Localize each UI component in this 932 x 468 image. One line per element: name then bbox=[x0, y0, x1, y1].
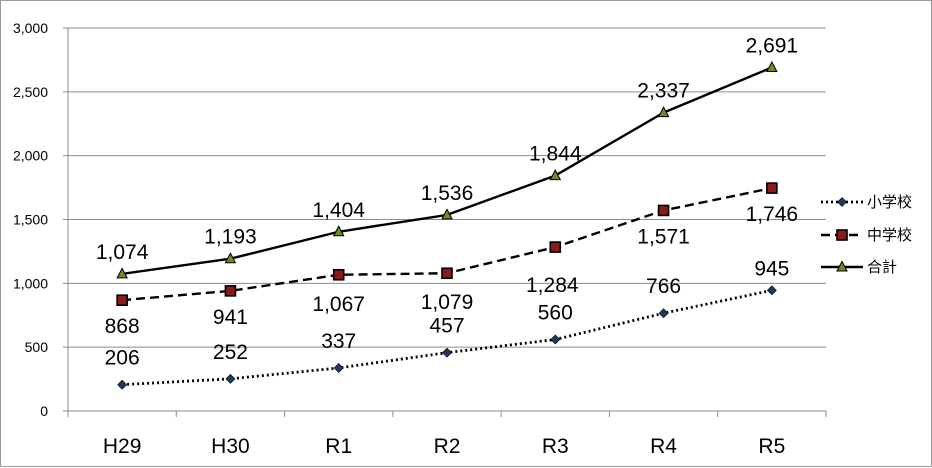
legend-marker-2 bbox=[836, 260, 848, 272]
point-1-H29 bbox=[116, 294, 128, 306]
data-label-2-R4: 2,337 bbox=[637, 80, 690, 103]
point-2-R2 bbox=[441, 208, 453, 220]
y-tick-label-500: 500 bbox=[25, 339, 49, 355]
y-tick-label-1000: 1,000 bbox=[13, 275, 48, 291]
data-label-0-R4: 766 bbox=[646, 275, 681, 298]
data-label-1-H29: 868 bbox=[105, 315, 140, 338]
data-label-2-R1: 1,404 bbox=[312, 199, 365, 222]
data-label-2-R2: 1,536 bbox=[421, 182, 474, 205]
x-tick-label-R3: R3 bbox=[542, 435, 569, 458]
y-tick-label-0: 0 bbox=[40, 403, 48, 419]
point-1-R2 bbox=[441, 267, 453, 280]
point-0-R1 bbox=[333, 363, 344, 373]
legend-label-1: 中学校 bbox=[867, 226, 912, 244]
point-2-H29 bbox=[116, 267, 128, 279]
point-0-R5 bbox=[766, 285, 777, 296]
point-0-R4 bbox=[658, 308, 669, 319]
x-tick-label-R5: R5 bbox=[758, 435, 785, 458]
point-0-H30 bbox=[225, 373, 236, 384]
y-tick-label-1500: 1,500 bbox=[13, 212, 48, 228]
legend-marker-0 bbox=[837, 197, 847, 207]
data-label-0-H30: 252 bbox=[213, 341, 248, 364]
point-0-R3 bbox=[550, 334, 561, 345]
point-1-H30 bbox=[224, 285, 237, 297]
legend-marker-1 bbox=[836, 229, 848, 241]
data-label-0-R3: 560 bbox=[538, 302, 573, 325]
point-0-R2 bbox=[442, 347, 452, 358]
data-label-0-R5: 945 bbox=[754, 257, 789, 280]
point-2-R1 bbox=[332, 225, 345, 237]
point-1-R3 bbox=[549, 241, 562, 253]
x-tick-label-H30: H30 bbox=[211, 435, 250, 458]
data-label-2-H29: 1,074 bbox=[96, 241, 149, 264]
data-label-0-R2: 457 bbox=[429, 315, 464, 338]
data-label-1-R3: 1,284 bbox=[526, 274, 579, 297]
x-tick-label-R2: R2 bbox=[434, 435, 461, 458]
x-tick-label-R1: R1 bbox=[325, 435, 352, 458]
data-label-2-R5: 2,691 bbox=[746, 34, 799, 57]
point-2-R5 bbox=[766, 60, 778, 72]
data-label-2-R3: 1,844 bbox=[529, 143, 582, 166]
point-2-R3 bbox=[549, 169, 562, 181]
y-tick-label-2000: 2,000 bbox=[13, 148, 48, 164]
data-label-1-R4: 1,571 bbox=[637, 225, 690, 248]
data-label-1-R1: 1,067 bbox=[312, 293, 365, 316]
data-label-1-R2: 1,079 bbox=[421, 291, 474, 314]
point-2-R4 bbox=[657, 106, 670, 118]
data-label-1-R5: 1,746 bbox=[746, 203, 799, 226]
legend-label-2: 合計 bbox=[867, 258, 897, 276]
y-tick-label-3000: 3,000 bbox=[13, 20, 48, 36]
legend-label-0: 小学校 bbox=[867, 193, 912, 211]
data-label-0-H29: 206 bbox=[105, 347, 140, 370]
x-tick-label-H29: H29 bbox=[103, 435, 142, 458]
data-label-1-H30: 941 bbox=[213, 306, 248, 329]
x-tick-label-R4: R4 bbox=[650, 435, 677, 458]
point-2-H30 bbox=[224, 252, 237, 264]
point-1-R5 bbox=[766, 182, 778, 194]
point-1-R4 bbox=[657, 204, 670, 217]
y-tick-label-2500: 2,500 bbox=[13, 84, 48, 100]
data-label-0-R1: 337 bbox=[321, 330, 356, 353]
point-1-R1 bbox=[332, 268, 345, 281]
data-label-2-H30: 1,193 bbox=[204, 226, 257, 249]
point-0-H29 bbox=[117, 379, 128, 390]
